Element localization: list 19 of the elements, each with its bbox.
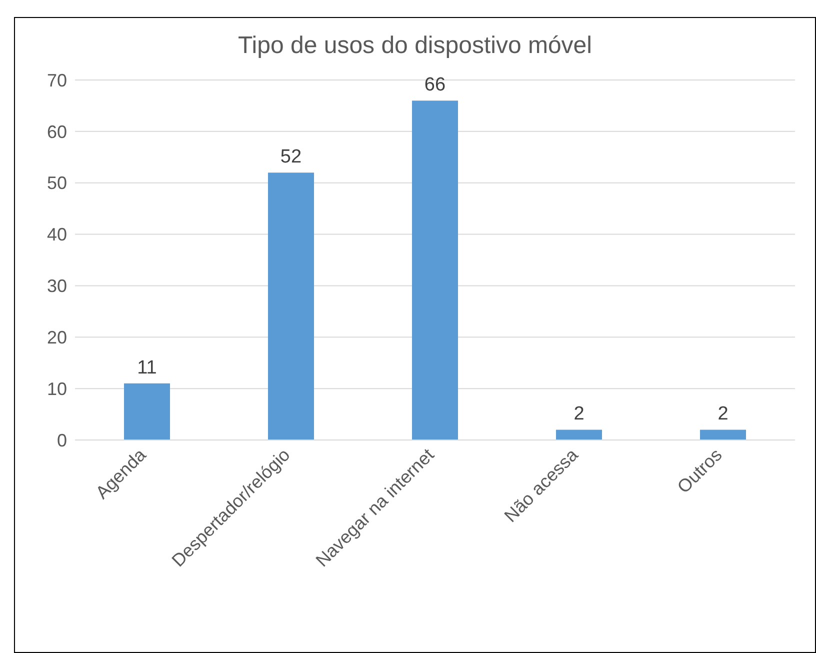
- y-tick-label: 20: [46, 328, 67, 348]
- bar: [124, 383, 170, 440]
- data-label: 66: [424, 74, 446, 96]
- y-tick-label: 40: [46, 224, 67, 245]
- chart-title: Tipo de usos do dispostivo móvel: [237, 32, 593, 60]
- data-label: 11: [137, 357, 157, 378]
- data-label: 2: [718, 404, 728, 425]
- data-label: 2: [574, 404, 584, 425]
- y-tick-label: 50: [46, 173, 67, 194]
- bar: [556, 430, 602, 440]
- y-tick-label: 10: [46, 378, 67, 399]
- bar: [268, 172, 314, 440]
- bar: [700, 430, 746, 440]
- y-tick-label: 0: [56, 430, 67, 450]
- y-tick-label: 30: [46, 276, 67, 296]
- data-label: 52: [280, 146, 302, 168]
- y-tick-label: 60: [46, 122, 67, 142]
- bar: [412, 100, 458, 440]
- y-tick-label: 70: [46, 70, 67, 90]
